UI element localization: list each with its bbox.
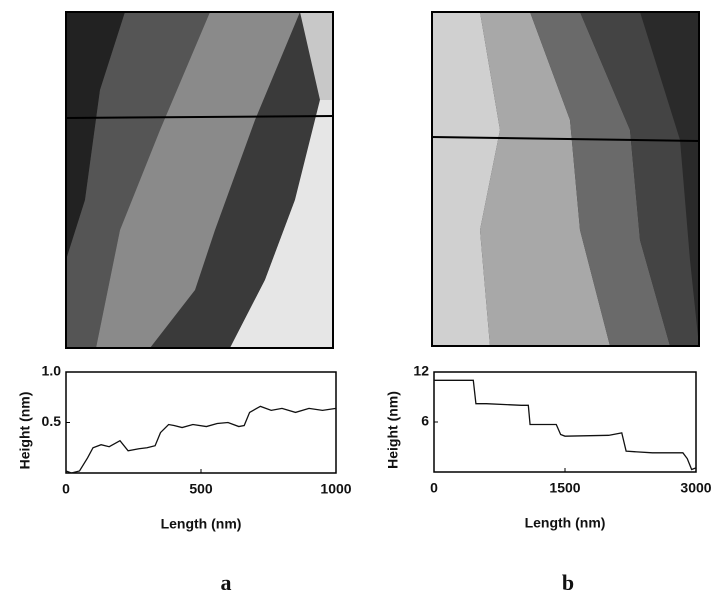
panel-label: b <box>562 570 574 595</box>
x-tick-label: 500 <box>189 481 213 497</box>
y-tick-label: 0.5 <box>42 413 62 429</box>
x-tick-label: 3000 <box>680 480 711 496</box>
afm-image-a <box>65 11 334 349</box>
x-axis-label: Length (nm) <box>161 516 242 532</box>
y-axis-label: Height (nm) <box>385 391 401 469</box>
y-axis-label: Height (nm) <box>17 392 33 470</box>
x-tick-label: 0 <box>430 480 438 496</box>
x-tick-label: 0 <box>62 481 70 497</box>
y-tick-label: 12 <box>413 363 429 379</box>
x-tick-label: 1500 <box>549 480 580 496</box>
panel-label: a <box>221 570 232 595</box>
afm-image-b <box>431 11 700 347</box>
data-line <box>65 405 337 474</box>
y-tick-label: 6 <box>421 413 429 429</box>
y-tick-label: 1.0 <box>42 363 62 379</box>
x-tick-label: 1000 <box>320 481 351 497</box>
x-axis-label: Length (nm) <box>525 515 606 531</box>
plot-frame <box>433 371 697 473</box>
data-line <box>434 379 697 471</box>
plot-frame <box>65 371 337 474</box>
